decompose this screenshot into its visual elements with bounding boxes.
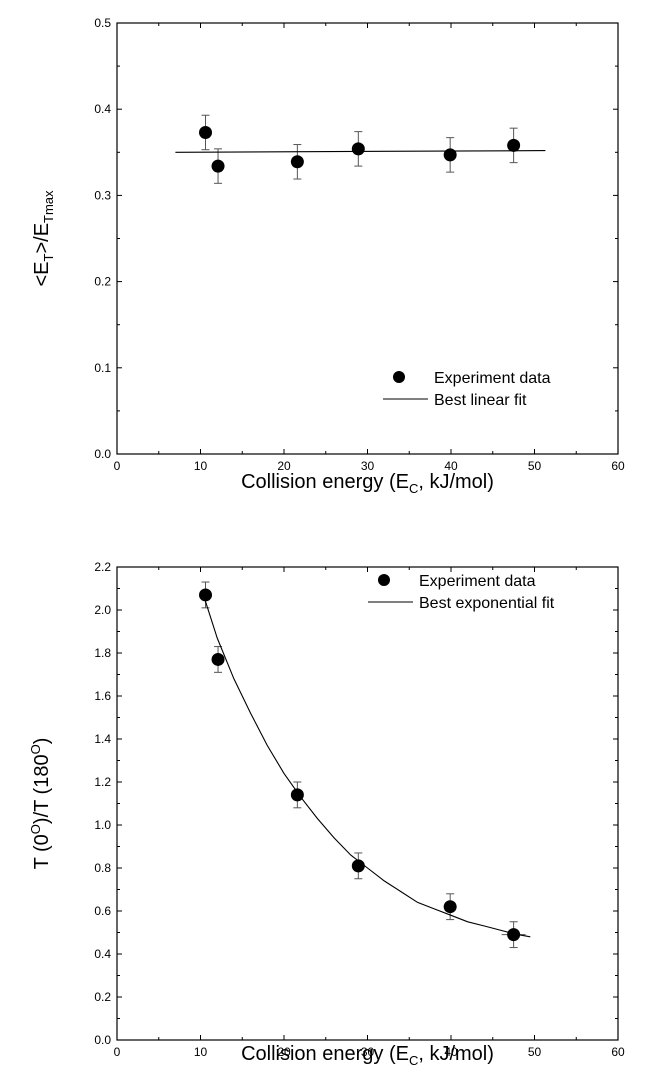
x-axis-label-part: C: [409, 481, 418, 496]
legend-marker-swatch: [378, 574, 390, 586]
x-axis-label: Collision energy (EC, kJ/mol): [241, 471, 494, 496]
x-tick-label: 10: [194, 459, 208, 473]
plot-frame: [117, 23, 618, 454]
data-point: [444, 148, 457, 161]
x-axis-label-part: , kJ/mol): [418, 1043, 494, 1065]
y-tick-label: 0.8: [94, 861, 111, 875]
x-axis-label-part: , kJ/mol): [418, 471, 494, 493]
y-axis-label-part: O: [28, 824, 43, 834]
y-tick-label: 1.6: [94, 689, 111, 703]
y-axis-label-part: T (0: [31, 834, 53, 869]
chart-1: 01020304050600.00.10.20.30.40.5Collision…: [31, 16, 625, 496]
legend: Experiment data Best exponential fit: [368, 573, 555, 612]
chart-2: 01020304050600.00.20.40.60.81.01.21.41.6…: [28, 560, 625, 1068]
y-tick-label: 0.2: [94, 990, 111, 1004]
x-tick-label: 60: [611, 459, 625, 473]
y-tick-label: 2.0: [94, 603, 111, 617]
y-axis-label: T (0O)/T (180O): [28, 738, 53, 870]
legend-marker-swatch: [393, 371, 405, 383]
x-tick-label: 0: [114, 1045, 121, 1059]
y-axis-label-part: Tmax: [41, 190, 56, 223]
y-tick-label: 1.0: [94, 818, 111, 832]
y-tick-label: 0.4: [94, 947, 111, 961]
x-axis-label-part: C: [409, 1053, 418, 1068]
y-tick-label: 1.8: [94, 646, 111, 660]
data-point: [352, 142, 365, 155]
plot-frame: [117, 567, 618, 1040]
y-tick-label: 0.3: [94, 188, 111, 202]
legend: Experiment data Best linear fit: [383, 370, 551, 409]
y-tick-label: 0.4: [94, 102, 111, 116]
y-axis-label-part: >/E: [31, 223, 53, 254]
data-point: [291, 155, 304, 168]
x-axis-label-part: Collision energy (E: [241, 471, 409, 493]
y-axis-label-part: O: [28, 744, 43, 754]
x-tick-label: 50: [528, 459, 542, 473]
data-point: [444, 900, 457, 913]
y-axis-label-part: ): [31, 738, 53, 745]
y-tick-label: 0.0: [94, 447, 111, 461]
data-point: [212, 160, 225, 173]
legend-label: Best exponential fit: [419, 595, 555, 612]
legend-label: Experiment data: [434, 370, 551, 387]
x-axis-label-part: Collision energy (E: [241, 1043, 409, 1065]
y-tick-label: 0.1: [94, 361, 111, 375]
y-axis-label-part: T: [41, 254, 56, 262]
data-point: [212, 653, 225, 666]
y-axis-label: <ET>/ETmax: [31, 190, 56, 287]
data-point: [507, 139, 520, 152]
y-tick-label: 0.0: [94, 1033, 111, 1047]
y-tick-label: 0.6: [94, 904, 111, 918]
y-axis-label-part: <E: [31, 262, 53, 287]
x-tick-label: 10: [194, 1045, 208, 1059]
legend-label: Experiment data: [419, 573, 536, 590]
data-point: [199, 126, 212, 139]
y-tick-label: 2.2: [94, 560, 111, 574]
legend-label: Best linear fit: [434, 392, 527, 409]
x-tick-label: 50: [528, 1045, 542, 1059]
x-tick-label: 60: [611, 1045, 625, 1059]
y-tick-label: 1.2: [94, 775, 111, 789]
y-tick-label: 0.5: [94, 16, 111, 30]
y-tick-label: 0.2: [94, 275, 111, 289]
y-tick-label: 1.4: [94, 732, 111, 746]
data-point: [199, 588, 212, 601]
fit-line: [206, 601, 531, 936]
x-tick-label: 0: [114, 459, 121, 473]
y-axis-label-part: )/T (180: [31, 754, 53, 824]
x-axis-label: Collision energy (EC, kJ/mol): [241, 1043, 494, 1068]
